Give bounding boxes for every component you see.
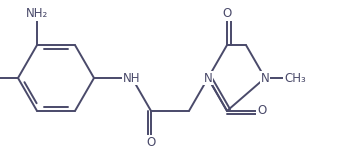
Text: N: N xyxy=(203,71,212,84)
Text: O: O xyxy=(146,136,156,149)
Text: N: N xyxy=(261,71,269,84)
Text: O: O xyxy=(222,7,232,20)
Text: NH: NH xyxy=(123,71,141,84)
Text: O: O xyxy=(258,104,267,117)
Text: CH₃: CH₃ xyxy=(284,71,306,84)
Text: NH₂: NH₂ xyxy=(26,7,48,20)
